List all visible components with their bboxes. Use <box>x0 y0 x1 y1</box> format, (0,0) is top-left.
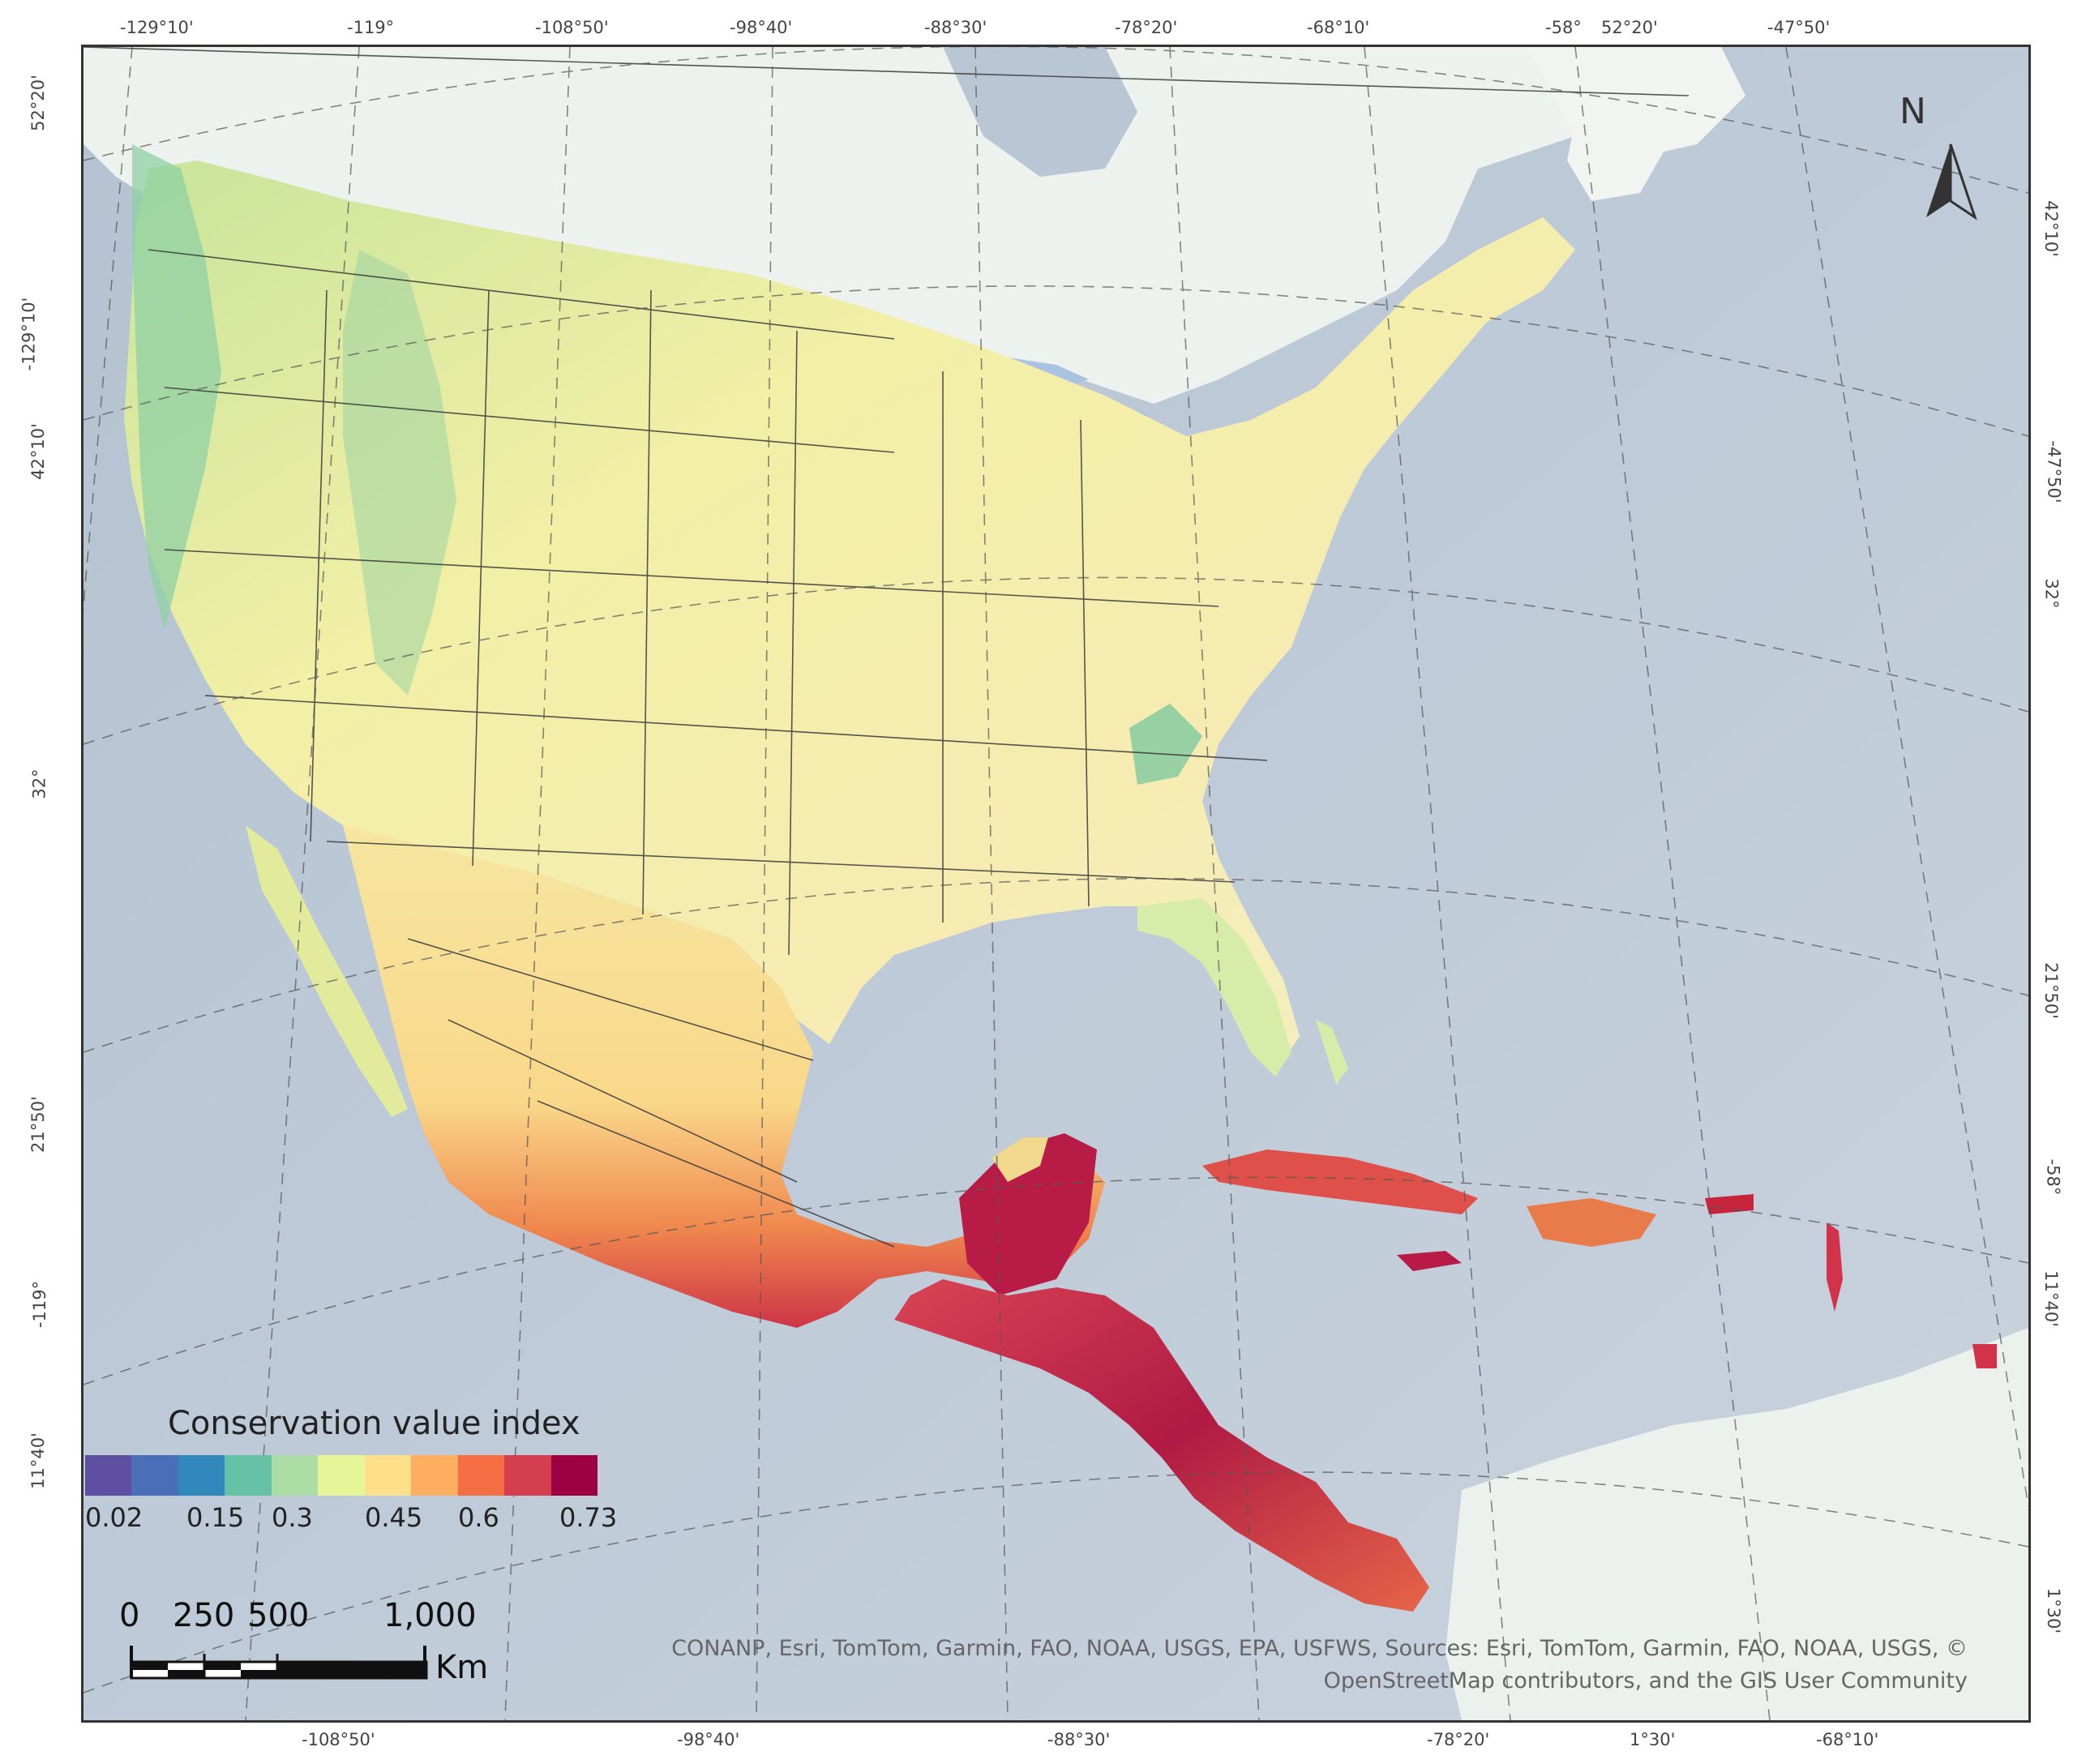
yucatan <box>959 1133 1097 1295</box>
scale-unit: Km <box>435 1649 489 1686</box>
graticule-label-right: 32° <box>2041 578 2062 609</box>
legend-label: 0.73 <box>559 1502 618 1533</box>
map-canvas[interactable] <box>81 45 2031 1723</box>
graticule-label-right: -58° <box>2043 1158 2063 1196</box>
map-svg <box>84 47 2028 1720</box>
legend-swatch <box>457 1455 505 1496</box>
florida <box>1137 898 1291 1077</box>
graticule-label-bottom: -88°30' <box>1047 1730 1111 1749</box>
yucatan-north <box>992 1137 1048 1182</box>
graticule-label-top: -47°50' <box>1767 18 1831 37</box>
graticule-label-left: 11°40' <box>28 1432 48 1489</box>
graticule-label-bottom: -98°40' <box>677 1730 740 1749</box>
graticule-label-top: -58° <box>1545 18 1582 37</box>
state-borders <box>84 47 1690 1248</box>
graticule-label-bottom: -108°50' <box>302 1730 375 1749</box>
legend-swatch <box>225 1455 272 1496</box>
graticule-label-top: -88°30' <box>924 18 987 37</box>
appalachian-green <box>1129 704 1202 785</box>
graticule-lines <box>84 47 2028 1720</box>
legend-swatch <box>178 1455 225 1496</box>
graticule-label-left: -119° <box>30 1280 50 1329</box>
graticule-label-top: -98°40' <box>730 18 793 37</box>
legend-swatch <box>85 1455 132 1496</box>
graticule-label-top: -108°50' <box>535 18 609 37</box>
attribution-line1: CONANP, Esri, TomTom, Garmin, FAO, NOAA,… <box>671 1636 1968 1661</box>
legend-label: 0.02 <box>85 1502 143 1533</box>
legend-label: 0.45 <box>365 1502 423 1533</box>
cascade-green <box>132 144 221 631</box>
scale-label: 500 <box>247 1597 310 1634</box>
graticule-label-right: 1°30' <box>2044 1587 2064 1634</box>
newfoundland-island <box>1567 104 1673 201</box>
graticule-label-left: 21°50' <box>28 1096 48 1153</box>
canada-land <box>84 47 1689 404</box>
graticule-label-left: 52°20' <box>28 75 48 131</box>
graticule-label-right: 42°10' <box>2041 200 2061 257</box>
graticule-label-left: 32° <box>29 769 49 799</box>
graticule-label-left: -129°10' <box>19 297 39 371</box>
graticule-label-top: 52°20' <box>1601 18 1658 37</box>
central-america <box>894 1279 1429 1612</box>
graticule-label-top: -68°10' <box>1307 18 1370 37</box>
legend-swatch <box>364 1455 412 1496</box>
graticule-label-right: 11°40' <box>2041 1270 2061 1327</box>
legend-swatch <box>318 1455 365 1496</box>
graticule-label-left: 42°10' <box>28 423 48 480</box>
legend-label: 0.15 <box>186 1502 245 1533</box>
graticule-label-right: 21°50' <box>2041 962 2061 1019</box>
graticule-label-right: -47°50' <box>2044 440 2064 503</box>
graticule-label-bottom: -68°10' <box>1816 1730 1879 1749</box>
legend-swatch <box>504 1455 551 1496</box>
legend-title: Conservation value index <box>168 1405 580 1442</box>
puerto-rico <box>1705 1194 1754 1214</box>
scale-bar <box>130 1646 428 1680</box>
graticule-label-bottom: 1°30' <box>1630 1730 1676 1749</box>
graticule-label-bottom: -78°20' <box>1427 1730 1490 1749</box>
rockies-green <box>343 250 456 696</box>
cuba <box>1202 1150 1478 1214</box>
lesser-antilles <box>1827 1222 1843 1312</box>
legend-label: 0.3 <box>272 1502 313 1533</box>
scale-label: 0 <box>119 1597 140 1634</box>
north-arrow-label: N <box>1900 91 1926 132</box>
legend-swatch <box>411 1455 458 1496</box>
legend-swatch <box>550 1455 597 1496</box>
graticule-label-top: -78°20' <box>1115 18 1178 37</box>
baja-california <box>246 825 408 1117</box>
hudson-bay <box>943 47 1137 177</box>
hispaniola <box>1527 1198 1656 1247</box>
legend-swatch <box>131 1455 178 1496</box>
bahamas <box>1316 1020 1348 1085</box>
trinidad <box>1972 1344 1997 1368</box>
graticule-label-top: -129°10' <box>120 18 194 37</box>
jamaica <box>1397 1251 1462 1271</box>
south-america <box>1446 1328 2028 1720</box>
graticule-label-top: -119° <box>347 18 395 37</box>
north-arrow-icon <box>1926 143 1977 220</box>
legend-swatch <box>271 1455 319 1496</box>
attribution-line2: OpenStreetMap contributors, and the GIS … <box>1323 1668 1968 1693</box>
usa-land <box>124 161 1575 1060</box>
scale-label: 1,000 <box>383 1597 477 1634</box>
mexico-land <box>343 825 1105 1328</box>
legend-label: 0.6 <box>458 1502 499 1533</box>
legend-color-ramp <box>85 1455 597 1496</box>
scale-label: 250 <box>173 1597 235 1634</box>
